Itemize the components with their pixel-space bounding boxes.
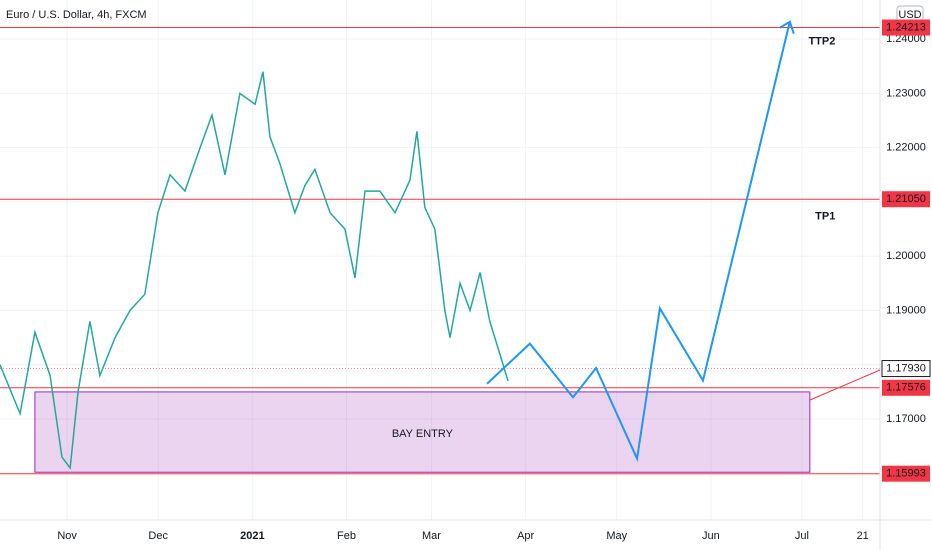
- x-tick-label: Dec: [148, 530, 168, 542]
- x-tick-label: 2021: [240, 530, 264, 542]
- level-tag: [882, 379, 930, 396]
- y-tick-label: 1.22000: [886, 142, 926, 154]
- chart-title: Euro / U.S. Dollar, 4h, FXCM: [6, 9, 147, 21]
- x-tick-label: Nov: [57, 530, 77, 542]
- current-price-tag: [881, 360, 931, 378]
- level-label: 1.15993: [886, 468, 926, 480]
- current-price-label: 1.17930: [886, 362, 926, 374]
- level-tag: [882, 465, 930, 482]
- level-tag: [882, 191, 930, 208]
- y-tick-label: 1.23000: [886, 87, 926, 99]
- level-label: 1.17576: [886, 382, 926, 394]
- level-label: 1.21050: [886, 193, 926, 205]
- x-tick-label: Jun: [702, 530, 720, 542]
- currency-label[interactable]: USD: [898, 9, 921, 21]
- axes: 1.170001.180001.190001.200001.210001.220…: [57, 19, 931, 542]
- trend-line: [809, 369, 881, 401]
- y-tick-label: 1.20000: [886, 250, 926, 262]
- y-tick-label: 1.19000: [886, 304, 926, 316]
- x-tick-label: Feb: [337, 530, 356, 542]
- zone-label: BAY ENTRY: [392, 428, 454, 440]
- annotation: TTP2: [808, 36, 835, 48]
- grid: [0, 0, 880, 520]
- plot: BAY ENTRY TTP2 TP1: [0, 20, 880, 475]
- x-tick-label: May: [606, 530, 627, 542]
- annotation: TP1: [815, 210, 835, 222]
- y-tick-label: 1.17000: [886, 413, 926, 425]
- y-tick-label: 1.24000: [886, 33, 926, 45]
- projection-line: [486, 21, 791, 463]
- entry-zone: [34, 391, 811, 473]
- x-tick-label: 21: [857, 530, 869, 542]
- level-tag: [882, 19, 930, 36]
- price-line: [0, 71, 509, 470]
- x-tick-label: Jul: [795, 530, 809, 542]
- x-tick-label: Apr: [517, 530, 534, 542]
- arrow-head: [779, 20, 795, 35]
- x-tick-label: Mar: [422, 530, 441, 542]
- level-label: 1.24213: [886, 21, 926, 33]
